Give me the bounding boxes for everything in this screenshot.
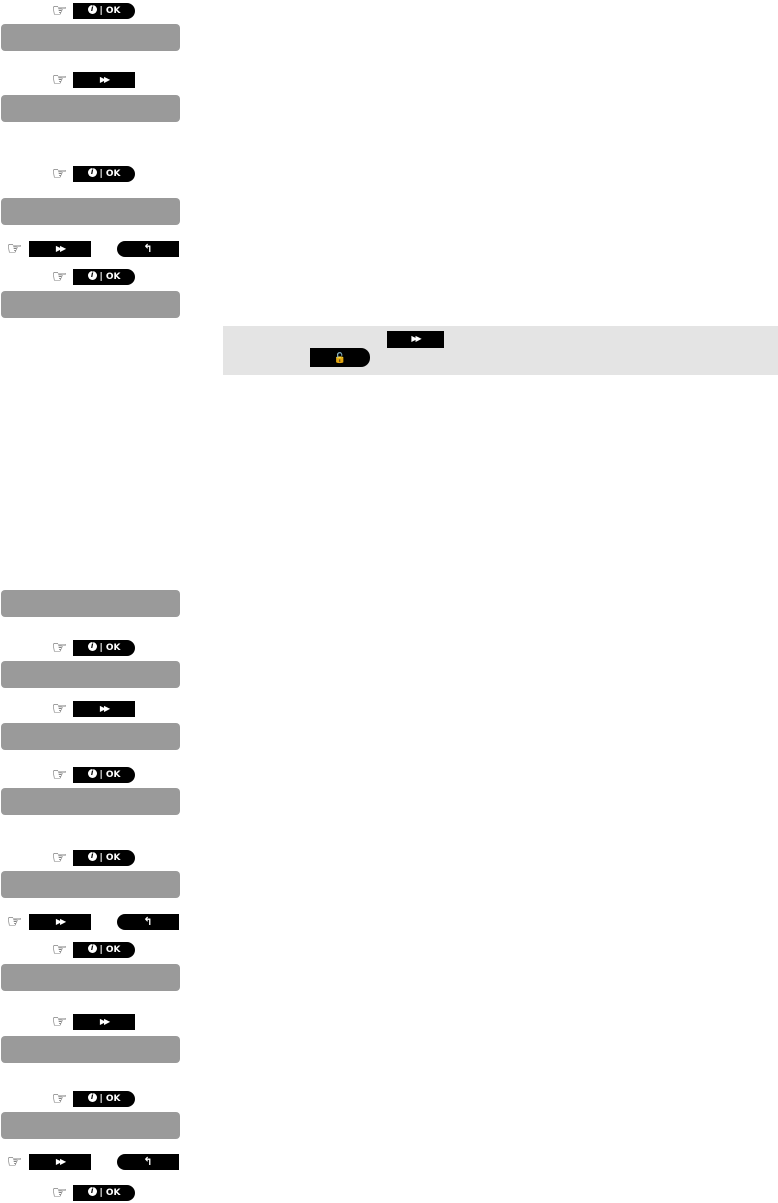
next-button[interactable]: ▶▶ [73, 701, 135, 717]
ok-label: OK [105, 853, 121, 863]
display-box [1, 871, 180, 898]
pointing-hand-icon: ☞ [51, 638, 68, 658]
next-button[interactable]: ▶▶ [73, 72, 135, 88]
pointing-hand-icon: ☞ [6, 912, 23, 932]
info-icon: i [87, 168, 97, 177]
ok-label: OK [105, 945, 121, 955]
ok-button[interactable]: i | OK [73, 166, 135, 182]
ok-button[interactable]: i | OK [73, 269, 135, 285]
info-icon: i [87, 1187, 97, 1196]
display-box [1, 198, 180, 225]
back-button[interactable]: ↰ [117, 914, 179, 930]
back-button[interactable]: ↰ [117, 241, 179, 257]
pointing-hand-icon: ☞ [51, 1089, 68, 1109]
ok-label: OK [105, 272, 121, 282]
separator: | [99, 169, 103, 179]
pointing-hand-icon: ☞ [51, 940, 68, 960]
next-button[interactable]: ▶▶ [29, 1154, 91, 1170]
display-box [1, 723, 180, 750]
display-box [1, 964, 180, 991]
info-icon: i [87, 1093, 97, 1102]
pointing-hand-icon: ☞ [51, 1183, 68, 1203]
display-box [1, 95, 180, 122]
ok-button[interactable]: i | OK [73, 767, 135, 783]
info-icon: i [87, 642, 97, 651]
pointing-hand-icon: ☞ [51, 699, 68, 719]
ok-button[interactable]: i | OK [73, 1185, 135, 1201]
separator: | [99, 770, 103, 780]
pointing-hand-icon: ☞ [51, 848, 68, 868]
info-icon: i [87, 5, 97, 14]
back-button[interactable]: ↰ [117, 1154, 179, 1170]
separator: | [99, 1188, 103, 1198]
ok-label: OK [105, 770, 121, 780]
separator: | [99, 945, 103, 955]
separator: | [99, 6, 103, 16]
display-box [1, 590, 180, 617]
info-icon: i [87, 271, 97, 280]
separator: | [99, 853, 103, 863]
separator: | [99, 643, 103, 653]
next-button[interactable]: ▶▶ [29, 914, 91, 930]
pointing-hand-icon: ☞ [51, 267, 68, 287]
info-icon: i [87, 944, 97, 953]
ok-button[interactable]: i | OK [73, 640, 135, 656]
ok-button[interactable]: i | OK [73, 942, 135, 958]
next-button[interactable]: ▶▶ [29, 241, 91, 257]
ok-label: OK [105, 1094, 121, 1104]
ok-label: OK [105, 643, 121, 653]
ok-label: OK [105, 1188, 121, 1198]
display-box [1, 291, 180, 318]
next-button[interactable]: ▶▶ [387, 331, 444, 348]
display-box [1, 24, 180, 51]
info-icon: i [87, 852, 97, 861]
away-arm-button[interactable]: 🔓 [310, 348, 370, 367]
info-icon: i [87, 769, 97, 778]
ok-button[interactable]: i | OK [73, 850, 135, 866]
display-box [1, 1036, 180, 1063]
pointing-hand-icon: ☞ [51, 164, 68, 184]
pointing-hand-icon: ☞ [51, 70, 68, 90]
note-box: ▶▶ 🔓 [223, 326, 778, 375]
separator: | [99, 1094, 103, 1104]
pointing-hand-icon: ☞ [6, 1152, 23, 1172]
pointing-hand-icon: ☞ [51, 765, 68, 785]
next-button[interactable]: ▶▶ [73, 1014, 135, 1030]
pointing-hand-icon: ☞ [51, 1012, 68, 1032]
display-box [1, 1112, 180, 1139]
ok-button[interactable]: i | OK [73, 3, 135, 19]
lock-icon: 🔓 [333, 353, 347, 364]
ok-label: OK [105, 169, 121, 179]
display-box [1, 661, 180, 688]
ok-button[interactable]: i | OK [73, 1091, 135, 1107]
pointing-hand-icon: ☞ [51, 1, 68, 21]
ok-label: OK [105, 6, 121, 16]
display-box [1, 788, 180, 815]
pointing-hand-icon: ☞ [6, 239, 23, 259]
separator: | [99, 272, 103, 282]
